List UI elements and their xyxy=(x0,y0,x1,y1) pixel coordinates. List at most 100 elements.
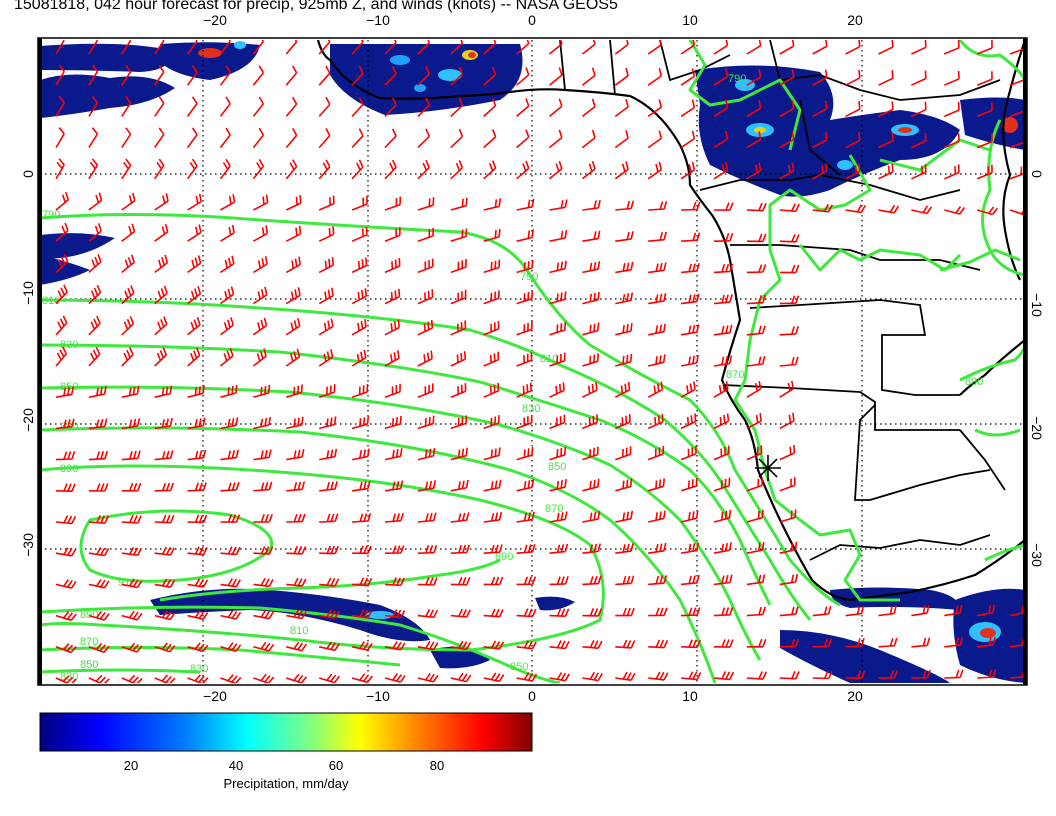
wind-barb xyxy=(154,127,165,149)
wind-barb xyxy=(318,128,331,149)
contour-label: 790 xyxy=(520,271,538,283)
wind-barb xyxy=(976,102,993,118)
wind-barb xyxy=(55,675,77,683)
wind-barb xyxy=(285,65,298,86)
wind-barb xyxy=(911,605,930,617)
wind-barb xyxy=(154,610,176,621)
wind-barb xyxy=(351,65,364,86)
wind-barb xyxy=(615,353,633,367)
contour-labels: 790 810 830 850 870 890 910 890 870 850 … xyxy=(42,73,983,683)
wind-barb xyxy=(121,674,143,683)
wind-barb xyxy=(352,577,373,587)
wind-barb xyxy=(417,512,437,523)
wind-barb xyxy=(285,318,301,336)
wind-barb xyxy=(680,477,698,492)
wind-barb xyxy=(88,578,110,589)
wind-barb xyxy=(88,158,99,180)
wind-barb xyxy=(516,414,533,430)
wind-barb xyxy=(516,67,530,86)
wind-barb xyxy=(516,672,538,682)
wind-barb xyxy=(746,356,766,367)
wind-barb xyxy=(220,449,239,461)
wind-barb xyxy=(549,229,568,242)
wind-barb xyxy=(779,477,796,492)
wind-barb xyxy=(516,608,537,618)
contour-label: 850 xyxy=(80,659,98,671)
wind-barb xyxy=(647,381,664,398)
wind-barb xyxy=(450,97,464,117)
wind-barb xyxy=(746,233,767,243)
wind-barb xyxy=(384,383,401,398)
wind-barb xyxy=(483,160,497,180)
colorbar-tick: 40 xyxy=(228,758,244,773)
wind-barb xyxy=(516,290,534,305)
wind-barb xyxy=(779,131,795,149)
wind-barb xyxy=(252,40,265,55)
wind-barb xyxy=(911,164,927,180)
precipitation-areas xyxy=(40,41,1025,683)
lon-tick-label: 0 xyxy=(528,12,536,28)
wind-barb xyxy=(746,100,762,118)
wind-barb xyxy=(154,65,165,86)
wind-barb xyxy=(154,316,168,336)
wind-barb xyxy=(779,326,799,336)
wind-barb xyxy=(220,317,234,336)
wind-barb xyxy=(516,576,537,586)
wind-barb xyxy=(384,480,404,492)
wind-barb xyxy=(483,198,502,211)
wind-barb xyxy=(746,445,763,461)
wind-barb xyxy=(450,383,467,398)
wind-barb xyxy=(253,481,273,492)
wind-barb xyxy=(286,384,303,398)
wind-barb xyxy=(417,258,434,274)
wind-barb xyxy=(582,478,600,492)
wind-barb xyxy=(615,200,635,211)
wind-barb xyxy=(417,480,437,492)
contour-label: 890 xyxy=(60,463,78,475)
wind-barb xyxy=(582,608,603,617)
wind-barb xyxy=(516,352,533,367)
wind-barb xyxy=(55,315,68,336)
contour-label: 870 xyxy=(80,636,98,648)
wind-barb xyxy=(549,291,567,305)
wind-barb xyxy=(548,129,563,149)
wind-barb xyxy=(483,97,497,117)
wind-barb xyxy=(319,609,340,619)
wind-barb xyxy=(483,66,497,86)
wind-barb xyxy=(878,132,894,149)
wind-barb xyxy=(878,70,894,86)
wind-barb xyxy=(483,415,500,430)
wind-barb xyxy=(351,416,370,430)
wind-barb xyxy=(384,128,397,149)
wind-barb xyxy=(911,132,927,149)
wind-barb xyxy=(746,325,766,336)
wind-barb xyxy=(483,259,501,274)
wind-barb xyxy=(681,607,701,617)
lon-tick-label: −20 xyxy=(203,688,227,704)
wind-barb xyxy=(483,447,501,461)
wind-barb xyxy=(483,382,500,398)
wind-barb xyxy=(944,206,966,215)
wind-barb xyxy=(615,510,634,523)
wind-barb xyxy=(55,40,65,55)
wind-barb xyxy=(286,609,307,620)
wind-barb xyxy=(648,639,669,649)
wind-barb xyxy=(878,605,897,617)
contour-label: 830 xyxy=(190,663,208,675)
wind-barb xyxy=(417,97,431,117)
wind-barb xyxy=(154,546,175,556)
wind-barb xyxy=(680,542,700,554)
wind-barb xyxy=(450,128,464,149)
wind-barb xyxy=(253,514,273,523)
wind-barb xyxy=(55,483,76,492)
wind-barb xyxy=(154,482,175,492)
wind-barb xyxy=(417,350,433,367)
wind-barb xyxy=(483,576,504,586)
wind-barb xyxy=(351,97,364,117)
wind-barb xyxy=(450,479,469,492)
wind-barb xyxy=(779,203,800,213)
wind-barb xyxy=(648,575,668,586)
wind-barb xyxy=(713,542,732,554)
lon-tick-label: 20 xyxy=(847,12,863,28)
wind-barb xyxy=(582,414,598,430)
